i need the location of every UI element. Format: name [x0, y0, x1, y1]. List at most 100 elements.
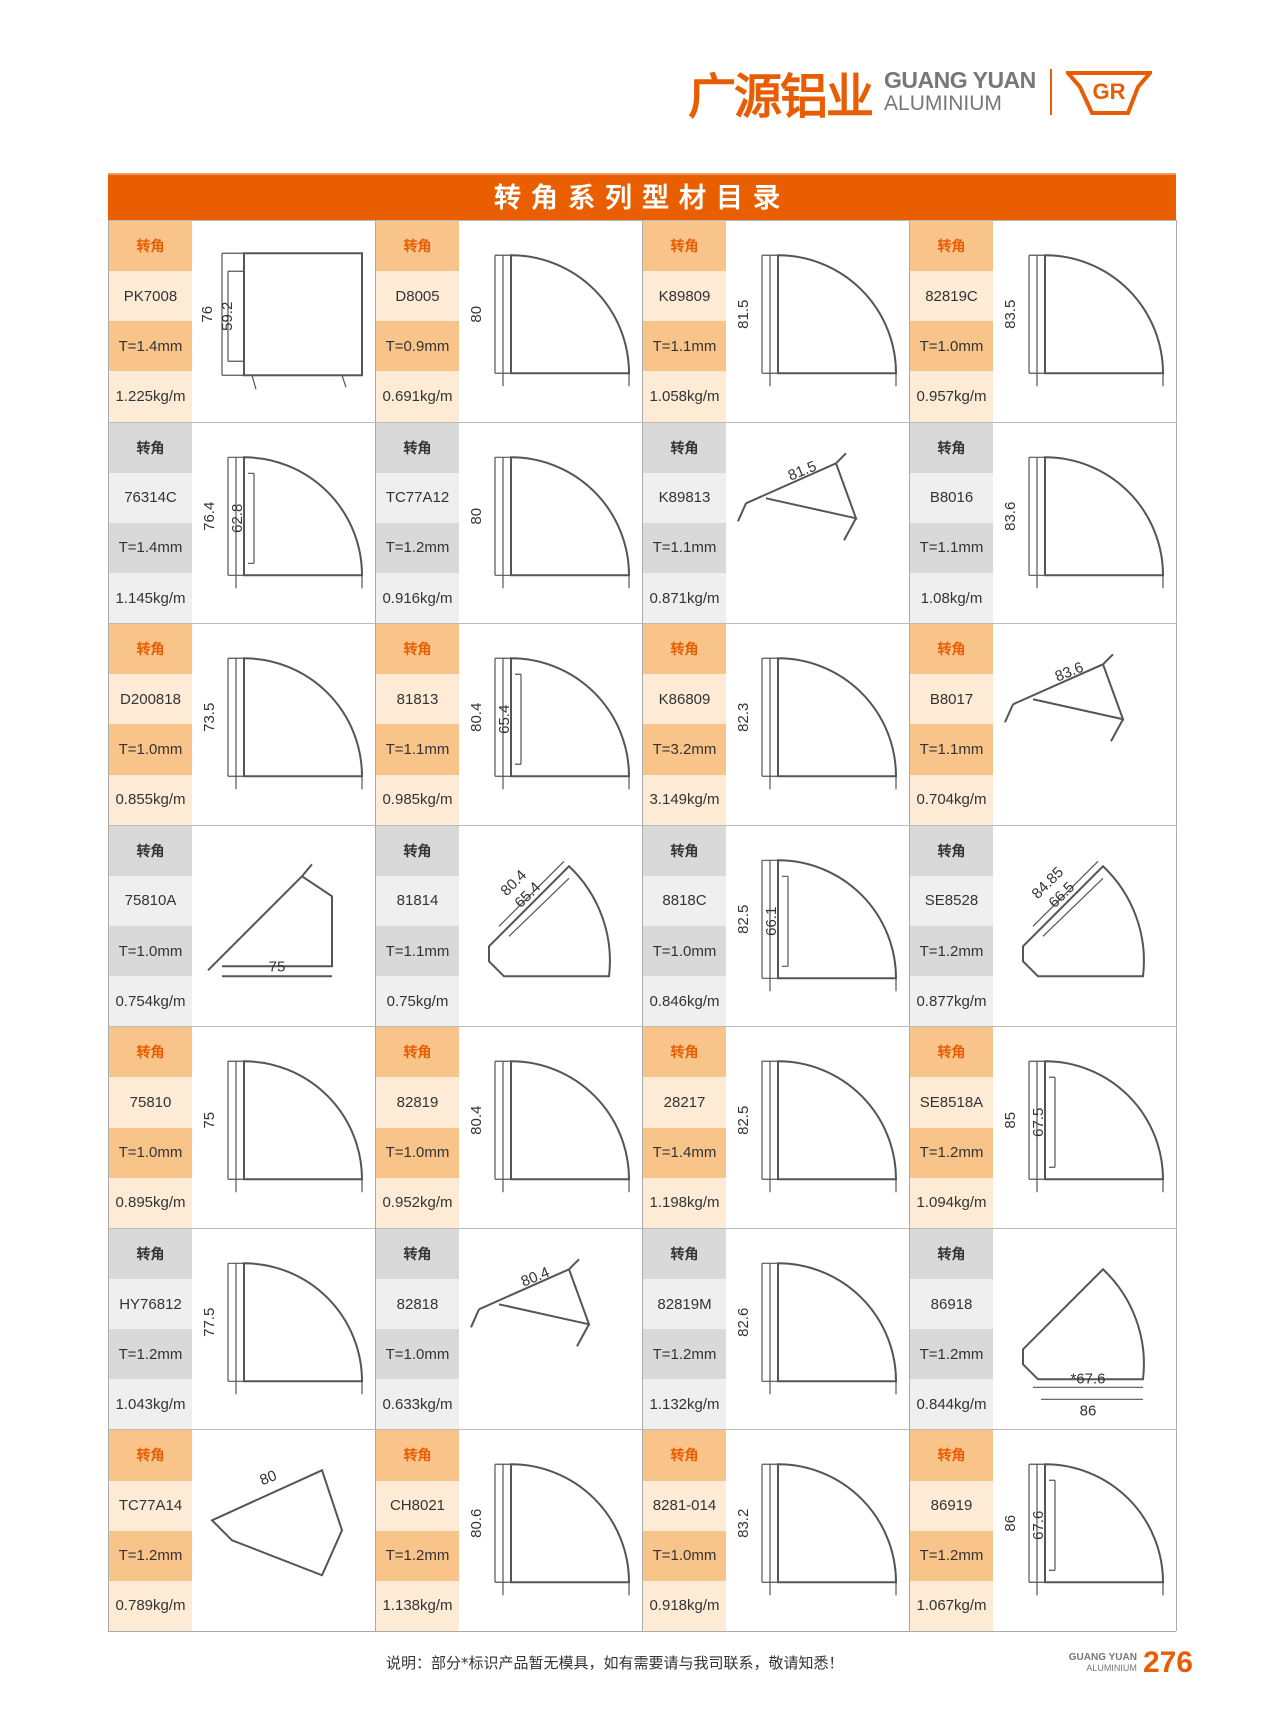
dimension-label: 67.6: [1030, 1511, 1047, 1540]
dimension-label: 85: [1002, 1112, 1019, 1129]
profile-drawing: 83.6: [993, 423, 1176, 624]
category-label: 转角: [910, 1027, 993, 1078]
profile-weight: 1.145kg/m: [109, 572, 192, 624]
profile-cell: 转角 B8017 T=1.1mm 0.704kg/m 83.6: [910, 623, 1177, 825]
profile-thickness: T=1.2mm: [910, 1127, 993, 1178]
profile-weight: 0.877kg/m: [910, 976, 993, 1027]
dimension-label: 83.6: [1053, 659, 1086, 686]
dimension-label: 83.2: [735, 1509, 752, 1538]
category-label: 转角: [109, 1027, 192, 1078]
profile-drawing: 77.5: [192, 1229, 375, 1430]
profile-weight: 0.957kg/m: [910, 371, 993, 422]
category-label: 转角: [376, 1430, 459, 1481]
profile-thickness: T=0.9mm: [376, 321, 459, 372]
profile-cell: 转角 8818C T=1.0mm 0.846kg/m 82.5 66.1: [643, 824, 910, 1027]
profile-cell: 转角 TC77A12 T=1.2mm 0.916kg/m 80: [376, 421, 643, 624]
category-label: 转角: [109, 1228, 192, 1279]
profile-code: 86918: [910, 1278, 993, 1330]
profile-code: K86809: [643, 674, 726, 725]
category-label: 转角: [910, 221, 993, 272]
profile-thickness: T=1.0mm: [643, 1530, 726, 1581]
dimension-label: 86: [1002, 1515, 1019, 1532]
profile-cell: 转角 HY76812 T=1.2mm 1.043kg/m 77.5: [109, 1227, 376, 1430]
brand-name-cn: 广源铝业: [688, 69, 874, 125]
profile-drawing: 80.6: [459, 1430, 642, 1631]
dimension-label: 80.4: [468, 703, 485, 732]
profile-thickness: T=1.4mm: [643, 1127, 726, 1178]
category-label: 转角: [109, 825, 192, 876]
dimension-label: 80: [468, 508, 485, 525]
profile-thickness: T=1.0mm: [109, 925, 192, 977]
category-label: 转角: [376, 1228, 459, 1279]
profile-thickness: T=1.4mm: [109, 522, 192, 573]
profile-weight: 1.043kg/m: [109, 1379, 192, 1430]
dimension-label: 76.4: [201, 501, 218, 530]
profile-code: 82819: [376, 1077, 459, 1128]
profile-code: TC77A14: [109, 1480, 192, 1531]
profile-code: K89813: [643, 472, 726, 523]
profile-weight: 0.855kg/m: [109, 774, 192, 825]
catalog-title: 转角系列型材目录: [108, 173, 1176, 220]
category-label: 转角: [376, 825, 459, 876]
category-label: 转角: [910, 1228, 993, 1279]
profile-cell: 转角 K89809 T=1.1mm 1.058kg/m 81.5: [643, 220, 910, 422]
profile-weight: 1.094kg/m: [910, 1177, 993, 1228]
profile-drawing: 82.3: [726, 624, 909, 825]
profile-drawing: 84.85 66.5: [993, 826, 1176, 1027]
category-label: 转角: [910, 422, 993, 473]
profile-code: 76314C: [109, 472, 192, 523]
profile-weight: 0.789kg/m: [109, 1580, 192, 1631]
category-label: 转角: [643, 825, 726, 876]
profile-thickness: T=1.1mm: [643, 522, 726, 573]
category-label: 转角: [643, 422, 726, 473]
profile-thickness: T=1.2mm: [910, 925, 993, 977]
profile-code: 82819C: [910, 271, 993, 322]
profile-drawing: 73.5: [192, 624, 375, 825]
profile-cell: 转角 PK7008 T=1.4mm 1.225kg/m 76 59.2: [109, 220, 376, 422]
profile-thickness: T=1.2mm: [109, 1329, 192, 1380]
profile-code: SE8528: [910, 875, 993, 926]
dimension-label: 82.5: [735, 1106, 752, 1135]
dimension-label: 80.4: [519, 1264, 552, 1291]
profile-code: 75810: [109, 1077, 192, 1128]
dimension-label: 81.5: [735, 300, 752, 329]
profile-cell: 转角 75810A T=1.0mm 0.754kg/m 75: [109, 824, 376, 1027]
category-label: 转角: [109, 221, 192, 272]
profile-drawing: 82.6: [726, 1229, 909, 1430]
profile-drawing: 83.5: [993, 221, 1176, 422]
category-label: 转角: [643, 1027, 726, 1078]
profile-drawing: 80: [459, 221, 642, 422]
profile-drawing: 80.4 65.4: [459, 624, 642, 825]
profile-cell: 转角 86919 T=1.2mm 1.067kg/m 86 67.6: [910, 1429, 1177, 1631]
profile-weight: 1.225kg/m: [109, 371, 192, 422]
category-label: 转角: [376, 624, 459, 675]
profile-weight: 0.633kg/m: [376, 1379, 459, 1430]
dimension-label: 82.5: [735, 904, 752, 933]
profile-weight: 0.754kg/m: [109, 976, 192, 1027]
category-label: 转角: [109, 624, 192, 675]
brand-name-en: GUANG YUAN: [884, 67, 1036, 93]
profile-thickness: T=1.4mm: [109, 321, 192, 372]
profile-thickness: T=1.0mm: [109, 724, 192, 775]
dimension-label: 66.1: [763, 906, 780, 935]
profile-cell: 转角 K89813 T=1.1mm 0.871kg/m 81.5: [643, 421, 910, 624]
profile-cell: 转角 76314C T=1.4mm 1.145kg/m 76.4 62.8: [109, 421, 376, 624]
profile-code: SE8518A: [910, 1077, 993, 1128]
footer-note: 说明：部分*标识产品暂无模具，如有需要请与我司联系，敬请知悉！: [386, 1654, 844, 1672]
profile-cell: 转角 82819C T=1.0mm 0.957kg/m 83.5: [910, 220, 1177, 422]
dimension-label: 62.8: [229, 503, 246, 532]
profile-cell: 转角 TC77A14 T=1.2mm 0.789kg/m 80: [109, 1429, 376, 1631]
profile-thickness: T=1.1mm: [376, 925, 459, 977]
category-label: 转角: [910, 624, 993, 675]
page-footer: GUANG YUAN ALUMINIUM 276: [1069, 1646, 1193, 1680]
profile-weight: 1.067kg/m: [910, 1580, 993, 1631]
profile-weight: 1.08kg/m: [910, 572, 993, 624]
dimension-label: 65.4: [496, 705, 513, 734]
profile-weight: 1.138kg/m: [376, 1580, 459, 1631]
profile-code: 86919: [910, 1480, 993, 1531]
profile-thickness: T=1.2mm: [910, 1530, 993, 1581]
profile-cell: 转角 SE8528 T=1.2mm 0.877kg/m 84.85 66.5: [910, 824, 1177, 1027]
profile-cell: 转角 SE8518A T=1.2mm 1.094kg/m 85 67.5: [910, 1026, 1177, 1228]
footer-brand-sub: ALUMINIUM: [1086, 1663, 1137, 1673]
profile-weight: 0.918kg/m: [643, 1580, 726, 1631]
